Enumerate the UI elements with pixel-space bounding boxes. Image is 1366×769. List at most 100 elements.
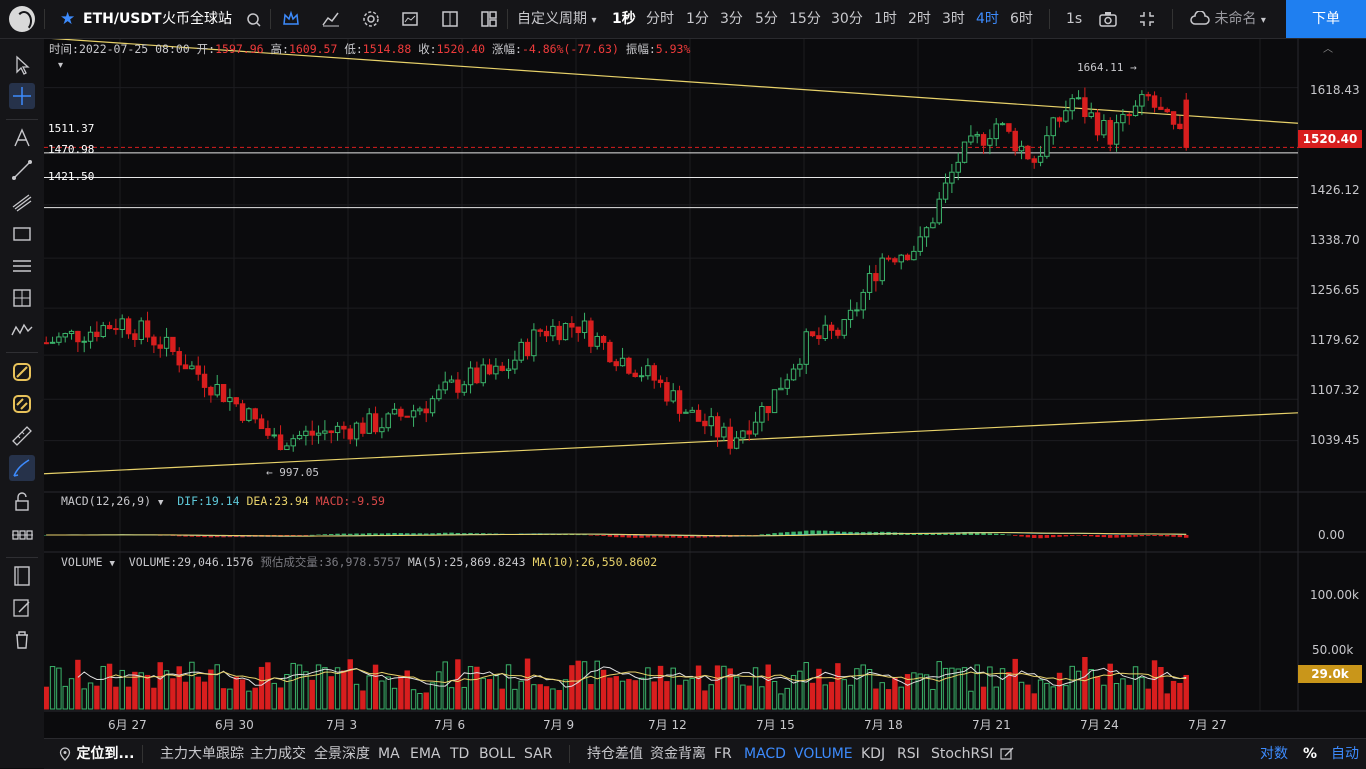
period-4h[interactable]: 4时	[976, 11, 999, 27]
grid-tool-icon[interactable]	[9, 285, 35, 311]
lock-icon[interactable]	[9, 489, 35, 515]
candle-body	[372, 413, 379, 433]
macd-bar	[360, 533, 366, 535]
watchlist-crown-icon[interactable]	[281, 0, 301, 38]
indicator-chart-icon[interactable]	[321, 0, 341, 38]
candle-body	[816, 335, 822, 340]
volume-bar	[176, 666, 182, 710]
candle-body	[448, 379, 455, 383]
indicator-main-trades[interactable]: 主力成交	[250, 746, 306, 762]
cursor-arrow-icon[interactable]	[9, 52, 35, 78]
fibonacci-tool-icon[interactable]	[9, 189, 35, 215]
macd-bar	[455, 533, 461, 535]
indicator-stochrsi[interactable]: StochRSI	[931, 746, 994, 762]
candle-body	[1031, 158, 1037, 163]
search-icon[interactable]	[246, 0, 262, 38]
chevron-down-icon[interactable]: ▼	[109, 559, 115, 569]
period-1m[interactable]: 1分	[686, 11, 709, 27]
indicator-ma[interactable]: MA	[378, 746, 400, 762]
indicator-sar[interactable]: SAR	[524, 746, 553, 762]
macd-bar	[1184, 535, 1189, 538]
volume-name[interactable]: VOLUME	[61, 555, 103, 569]
price-chart[interactable]	[44, 39, 1366, 738]
indicator-rsi[interactable]: RSI	[897, 746, 920, 762]
percent-scale-toggle[interactable]: %	[1303, 746, 1318, 762]
order-button[interactable]: 下单	[1286, 0, 1366, 38]
volume-bar	[258, 666, 265, 710]
indicator-kdj[interactable]: KDJ	[861, 746, 886, 762]
custom-period-dropdown[interactable]: 自定义周期 ▾	[517, 0, 596, 38]
layout-grid-icon[interactable]	[479, 0, 499, 38]
indicator-ema[interactable]: EMA	[410, 746, 441, 762]
text-tool-icon[interactable]	[9, 125, 35, 151]
period-30m[interactable]: 30分	[831, 11, 863, 27]
log-scale-toggle[interactable]: 对数	[1260, 746, 1288, 762]
crosshair-icon[interactable]	[9, 83, 35, 109]
time-axis-label: 7月 18	[864, 718, 903, 732]
symbol-name[interactable]: ETH/USDT	[83, 11, 162, 27]
indicator-td[interactable]: TD	[450, 746, 470, 762]
magnet-icon[interactable]	[9, 359, 35, 385]
trash-icon[interactable]	[9, 627, 35, 653]
volume-bar	[714, 665, 721, 710]
period-1h[interactable]: 1时	[874, 11, 897, 27]
ruler-icon[interactable]	[9, 423, 35, 449]
volume-bar	[708, 684, 714, 710]
period-3h[interactable]: 3时	[942, 11, 965, 27]
period-3m[interactable]: 3分	[720, 11, 743, 27]
collapse-panel-icon[interactable]: ︿	[1323, 44, 1333, 55]
wave-pattern-icon[interactable]	[9, 317, 35, 343]
macd-legend: MACD(12,26,9) ▼ DIF:19.14 DEA:23.94 MACD…	[61, 494, 385, 508]
indicator-main-order-tracking[interactable]: 主力大单跟踪	[160, 746, 244, 762]
candle-body	[461, 384, 467, 393]
period-6h[interactable]: 6时	[1010, 11, 1033, 27]
trendline-tool-icon[interactable]	[9, 157, 35, 183]
camera-icon[interactable]	[1098, 0, 1118, 38]
volume-bar	[195, 676, 201, 710]
strong-magnet-icon[interactable]	[9, 391, 35, 417]
candle-body	[49, 341, 56, 344]
chart-window-icon[interactable]	[400, 0, 420, 38]
volume-bar	[220, 688, 227, 710]
candle-body	[1183, 99, 1189, 148]
collapse-chevron-icon[interactable]: ▾	[58, 60, 64, 71]
pen-tool-icon[interactable]	[9, 455, 35, 481]
macd-bar	[791, 531, 796, 535]
chevron-down-icon[interactable]: ▼	[157, 498, 164, 508]
period-1s[interactable]: 1秒	[612, 11, 636, 27]
macd-bar	[202, 535, 207, 538]
period-5m[interactable]: 5分	[755, 11, 778, 27]
horizontal-lines-icon[interactable]	[9, 253, 35, 279]
volume-ma5: MA(5):25,869.8243	[407, 555, 526, 569]
divider	[569, 745, 570, 763]
settings-gear-icon[interactable]	[361, 0, 381, 38]
candle-body	[841, 319, 847, 336]
multi-chart-icon[interactable]	[440, 0, 460, 38]
edit-layers-icon[interactable]	[9, 595, 35, 621]
edit-indicators-icon[interactable]	[1000, 739, 1014, 769]
exchange-name[interactable]: 火币全球站	[162, 11, 232, 27]
macd-name[interactable]: MACD(12,26,9)	[61, 494, 152, 508]
fullscreen-icon[interactable]	[1137, 0, 1157, 38]
indicator-position-diff[interactable]: 持仓差值	[587, 746, 643, 762]
period-15m[interactable]: 15分	[789, 11, 821, 27]
indicator-macd[interactable]: MACD	[744, 746, 786, 762]
rectangle-tool-icon[interactable]	[9, 221, 35, 247]
candle-body	[1101, 120, 1107, 136]
period-2h[interactable]: 2时	[908, 11, 931, 27]
favorite-star-icon[interactable]: ★	[60, 9, 76, 29]
cloud-layout-dropdown[interactable]: 未命名 ▾	[1190, 0, 1266, 38]
interval-readout[interactable]: 1s	[1066, 11, 1083, 27]
indicator-boll[interactable]: BOLL	[479, 746, 515, 762]
auto-scale-toggle[interactable]: 自动	[1331, 746, 1359, 762]
period-timeline[interactable]: 分时	[646, 11, 674, 27]
macd-bar	[968, 531, 974, 535]
indicator-fr[interactable]: FR	[714, 746, 732, 762]
indicator-depth[interactable]: 全景深度	[314, 746, 370, 762]
macd-bar	[196, 535, 201, 537]
indicator-volume[interactable]: VOLUME	[794, 746, 853, 762]
indicator-fund-divergence[interactable]: 资金背离	[650, 746, 706, 762]
locate-button[interactable]: 定位到...	[58, 739, 134, 769]
visibility-toggle-icon[interactable]	[9, 521, 35, 547]
bookmark-icon[interactable]	[9, 563, 35, 589]
